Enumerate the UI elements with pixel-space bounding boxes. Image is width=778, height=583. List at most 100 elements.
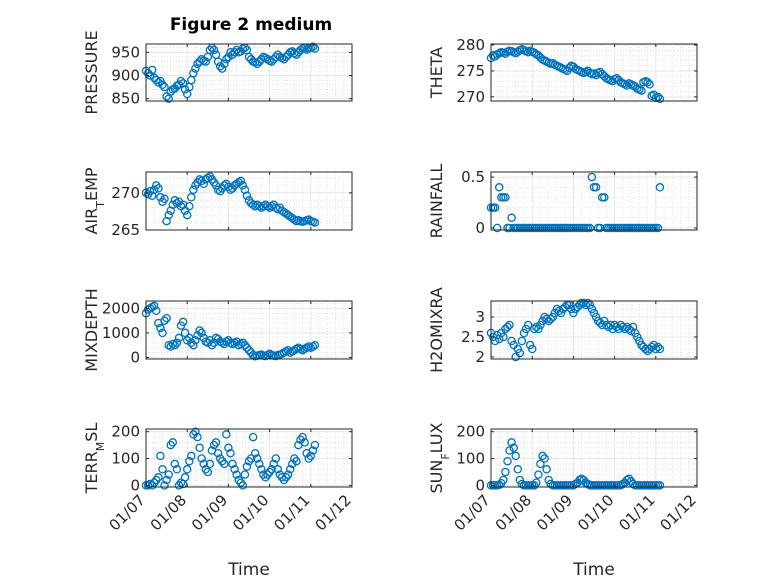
y-tick-label: 2.5 (461, 328, 485, 346)
data-point (509, 443, 518, 453)
data-point (494, 480, 504, 490)
data-point (232, 45, 241, 55)
data-point (166, 342, 175, 351)
data-point (556, 308, 566, 318)
data-point (197, 328, 206, 338)
data-point (160, 481, 169, 490)
data-point (530, 324, 539, 334)
axes-box (145, 300, 353, 360)
data-point (213, 185, 223, 195)
data-point (310, 340, 320, 350)
data-point (499, 332, 508, 342)
data-point (296, 45, 305, 55)
data-point (226, 448, 235, 458)
data-point (201, 57, 210, 66)
data-point (176, 478, 186, 487)
data-point (637, 86, 646, 95)
data-point (213, 448, 223, 458)
axes-box (490, 171, 698, 231)
data-point (259, 201, 268, 211)
data-point (511, 451, 520, 461)
data-point (189, 185, 198, 195)
y-tick-label: 200 (111, 423, 140, 441)
data-point (308, 446, 318, 455)
y-tick-label: 900 (111, 67, 140, 85)
data-point (608, 324, 617, 334)
data-point (532, 478, 541, 487)
y-axis-label: SUNFLUX (427, 422, 452, 493)
data-point (263, 470, 272, 479)
data-point (521, 324, 531, 334)
data-point (310, 218, 320, 227)
data-point (635, 336, 644, 346)
data-point (205, 45, 215, 55)
data-point (583, 479, 593, 489)
data-point (242, 462, 252, 471)
data-point (310, 44, 320, 53)
data-point (515, 348, 525, 358)
data-point (622, 475, 632, 485)
data-point (532, 322, 541, 332)
data-point (503, 456, 512, 466)
data-point (515, 475, 525, 485)
subplot-4: 0 0.5 RAINFALL (427, 164, 698, 238)
data-point (207, 340, 217, 350)
axes-box (145, 428, 353, 488)
y-tick-label: 0 (475, 219, 485, 237)
data-point (195, 443, 204, 453)
y-tick-label: 275 (456, 62, 485, 80)
data-point (271, 454, 281, 463)
data-point (191, 336, 200, 345)
y-tick-label: 0.5 (461, 168, 485, 186)
data-point (250, 448, 260, 458)
y-axis-label: H2OMIXRA (427, 287, 446, 373)
data-point (546, 314, 555, 324)
x-tick-label: 01/09 (188, 491, 231, 534)
data-point (624, 324, 634, 334)
data-point (230, 465, 239, 474)
y-tick-label: 100 (111, 450, 140, 468)
data-point (238, 338, 248, 348)
x-axis-label: Time (227, 560, 270, 580)
data-point (505, 320, 514, 330)
subplot-6: 2 2.5 3 H2OMIXRA (427, 287, 698, 373)
data-point (185, 201, 194, 211)
data-point (222, 55, 231, 64)
data-point (525, 340, 535, 350)
data-point (298, 432, 307, 442)
data-point (554, 306, 564, 316)
data-point (503, 322, 512, 332)
data-point (507, 336, 516, 346)
data-point (308, 42, 318, 52)
data-point (505, 446, 514, 455)
data-point (612, 322, 621, 332)
data-point (538, 316, 547, 326)
data-point (174, 333, 184, 343)
data-point (283, 470, 293, 479)
data-point (591, 183, 601, 192)
data-point (224, 52, 233, 62)
data-point (170, 340, 180, 350)
data-point (242, 191, 252, 201)
data-point (168, 438, 178, 447)
data-point (240, 470, 250, 479)
y-tick-label: 100 (456, 450, 485, 468)
data-point (285, 465, 295, 474)
data-point (499, 475, 508, 485)
data-point (172, 465, 182, 474)
data-point (523, 320, 533, 330)
data-point (215, 61, 225, 71)
data-point (513, 344, 523, 354)
y-tick-label: 200 (456, 423, 485, 441)
data-point (544, 475, 553, 485)
data-point (195, 57, 204, 66)
data-point (199, 179, 208, 189)
data-point (156, 451, 165, 461)
data-point (211, 438, 221, 447)
data-point (569, 308, 578, 318)
y-tick-label: 950 (111, 43, 140, 61)
x-tick-label: 01/11 (270, 491, 313, 534)
data-point (649, 340, 658, 350)
data-point (647, 342, 656, 352)
